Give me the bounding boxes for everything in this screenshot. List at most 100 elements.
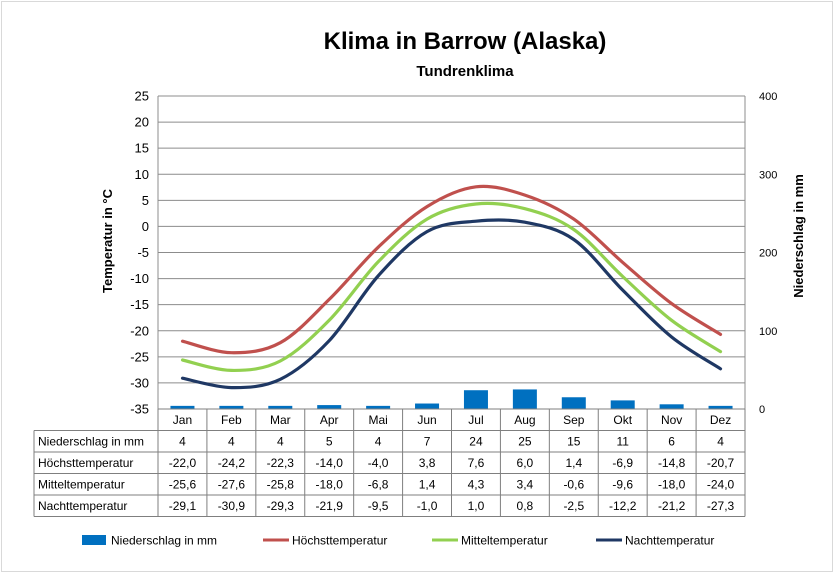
table-cell: -24,0 bbox=[707, 478, 735, 492]
table-cell: 3,8 bbox=[419, 456, 436, 470]
table-cell: -1,0 bbox=[417, 499, 438, 513]
table-cell: -6,9 bbox=[612, 456, 633, 470]
table-cell: -20,7 bbox=[707, 456, 735, 470]
table-cell: 4 bbox=[228, 435, 235, 449]
right-tick-label: 0 bbox=[759, 404, 765, 416]
table-cell: -14,0 bbox=[316, 456, 344, 470]
table-cell: -30,9 bbox=[218, 499, 246, 513]
legend-label: Niederschlag in mm bbox=[111, 534, 217, 548]
table-cell: 1,0 bbox=[468, 499, 485, 513]
month-label: Jun bbox=[417, 413, 436, 427]
table-cell: 4,3 bbox=[468, 478, 485, 492]
precipitation-bar bbox=[610, 400, 635, 409]
left-tick-label: 10 bbox=[135, 167, 149, 182]
table-row-header: Mitteltemperatur bbox=[38, 478, 125, 492]
table-cell: -27,6 bbox=[218, 478, 246, 492]
precipitation-bar bbox=[268, 405, 293, 409]
precipitation-bar bbox=[659, 404, 684, 409]
left-tick-label: -15 bbox=[130, 297, 149, 312]
legend-swatch-bar bbox=[82, 535, 106, 545]
right-tick-label: 300 bbox=[759, 169, 777, 181]
left-tick-label: 25 bbox=[135, 89, 149, 104]
table-cell: -29,1 bbox=[169, 499, 197, 513]
left-tick-label: 15 bbox=[135, 141, 149, 156]
table-row-header: Höchsttemperatur bbox=[38, 456, 133, 470]
precipitation-bar bbox=[317, 405, 342, 409]
precipitation-bar bbox=[463, 390, 488, 409]
table-cell: 0,8 bbox=[517, 499, 534, 513]
table-cell: 5 bbox=[326, 435, 333, 449]
left-axis-label: Temperatur in °C bbox=[100, 188, 115, 293]
table-cell: -18,0 bbox=[316, 478, 344, 492]
precipitation-bar bbox=[561, 397, 586, 409]
table-cell: -4,0 bbox=[368, 456, 389, 470]
month-label: Mar bbox=[270, 413, 291, 427]
gridlines bbox=[157, 95, 746, 410]
month-label: Feb bbox=[221, 413, 242, 427]
table-cell: -21,2 bbox=[658, 499, 686, 513]
precipitation-bar bbox=[415, 403, 440, 409]
table-cell: -25,8 bbox=[267, 478, 295, 492]
table-cell: -6,8 bbox=[368, 478, 389, 492]
table-cell: -25,6 bbox=[169, 478, 197, 492]
precipitation-bars bbox=[170, 389, 733, 409]
table-cell: -14,8 bbox=[658, 456, 686, 470]
right-axis-label: Niederschlag in mm bbox=[791, 174, 806, 298]
table-cell: 15 bbox=[567, 435, 581, 449]
left-tick-label: -10 bbox=[130, 271, 149, 286]
precipitation-bar bbox=[366, 405, 391, 409]
table-cell: -2,5 bbox=[563, 499, 584, 513]
table-cell: 4 bbox=[179, 435, 186, 449]
left-axis-ticks: 25 20 15 10 5 0 -5 -10 -15 -20 -25 -30 -35 bbox=[130, 89, 149, 417]
legend-label: Nachttemperatur bbox=[625, 534, 714, 548]
month-label: Nov bbox=[661, 413, 682, 427]
table-row-header: Niederschlag in mm bbox=[38, 435, 144, 449]
table-cell: 4 bbox=[277, 435, 284, 449]
night-temperature-line bbox=[180, 218, 723, 390]
left-tick-label: -35 bbox=[130, 402, 149, 417]
left-tick-label: -25 bbox=[130, 349, 149, 364]
table-cell: -22,3 bbox=[267, 456, 295, 470]
left-tick-label: -30 bbox=[130, 375, 149, 390]
month-label: Dez bbox=[710, 413, 731, 427]
left-tick-label: -5 bbox=[137, 245, 149, 260]
month-label: Jan bbox=[173, 413, 192, 427]
right-tick-label: 100 bbox=[759, 326, 777, 338]
chart-title: Klima in Barrow (Alaska) bbox=[324, 28, 607, 55]
table-cell: -12,2 bbox=[609, 499, 637, 513]
temperature-lines bbox=[180, 184, 723, 390]
chart-subtitle: Tundrenklima bbox=[416, 63, 514, 80]
right-tick-label: 200 bbox=[759, 248, 777, 260]
left-tick-label: 0 bbox=[142, 219, 149, 234]
legend-label: Mitteltemperatur bbox=[461, 534, 548, 548]
table-cell: -22,0 bbox=[169, 456, 197, 470]
table-cell: 7 bbox=[424, 435, 431, 449]
month-label: Mai bbox=[368, 413, 387, 427]
table-cell: -9,6 bbox=[612, 478, 633, 492]
left-tick-label: -20 bbox=[130, 323, 149, 338]
left-tick-label: 20 bbox=[135, 115, 149, 130]
left-tick-label: 5 bbox=[142, 193, 149, 208]
table-cell: 25 bbox=[518, 435, 532, 449]
month-label: Aug bbox=[514, 413, 535, 427]
month-label: Sep bbox=[563, 413, 585, 427]
table-cell: 4 bbox=[717, 435, 724, 449]
table-cell: 11 bbox=[616, 435, 629, 449]
table-row-header: Nachttemperatur bbox=[38, 499, 127, 513]
table-cell: -21,9 bbox=[316, 499, 344, 513]
max-temperature-line bbox=[180, 184, 723, 355]
month-label: Apr bbox=[320, 413, 339, 427]
month-label: Jul bbox=[468, 413, 483, 427]
table-cell: -27,3 bbox=[707, 499, 735, 513]
data-table: Jan Feb Mar Apr Mai Jun Jul Aug Sep Okt Nov Dez Nied… bbox=[33, 408, 746, 517]
table-cell: -18,0 bbox=[658, 478, 686, 492]
right-axis-ticks: 400 300 200 100 0 bbox=[759, 91, 777, 416]
legend-label: Höchsttemperatur bbox=[292, 534, 387, 548]
table-cell: 7,6 bbox=[468, 456, 485, 470]
table-cell: -29,3 bbox=[267, 499, 295, 513]
table-cell: -0,6 bbox=[563, 478, 584, 492]
mean-temperature-line bbox=[180, 201, 723, 373]
legend: Niederschlag in mm Höchsttemperatur Mittel… bbox=[82, 534, 714, 548]
table-cell: 1,4 bbox=[565, 456, 582, 470]
